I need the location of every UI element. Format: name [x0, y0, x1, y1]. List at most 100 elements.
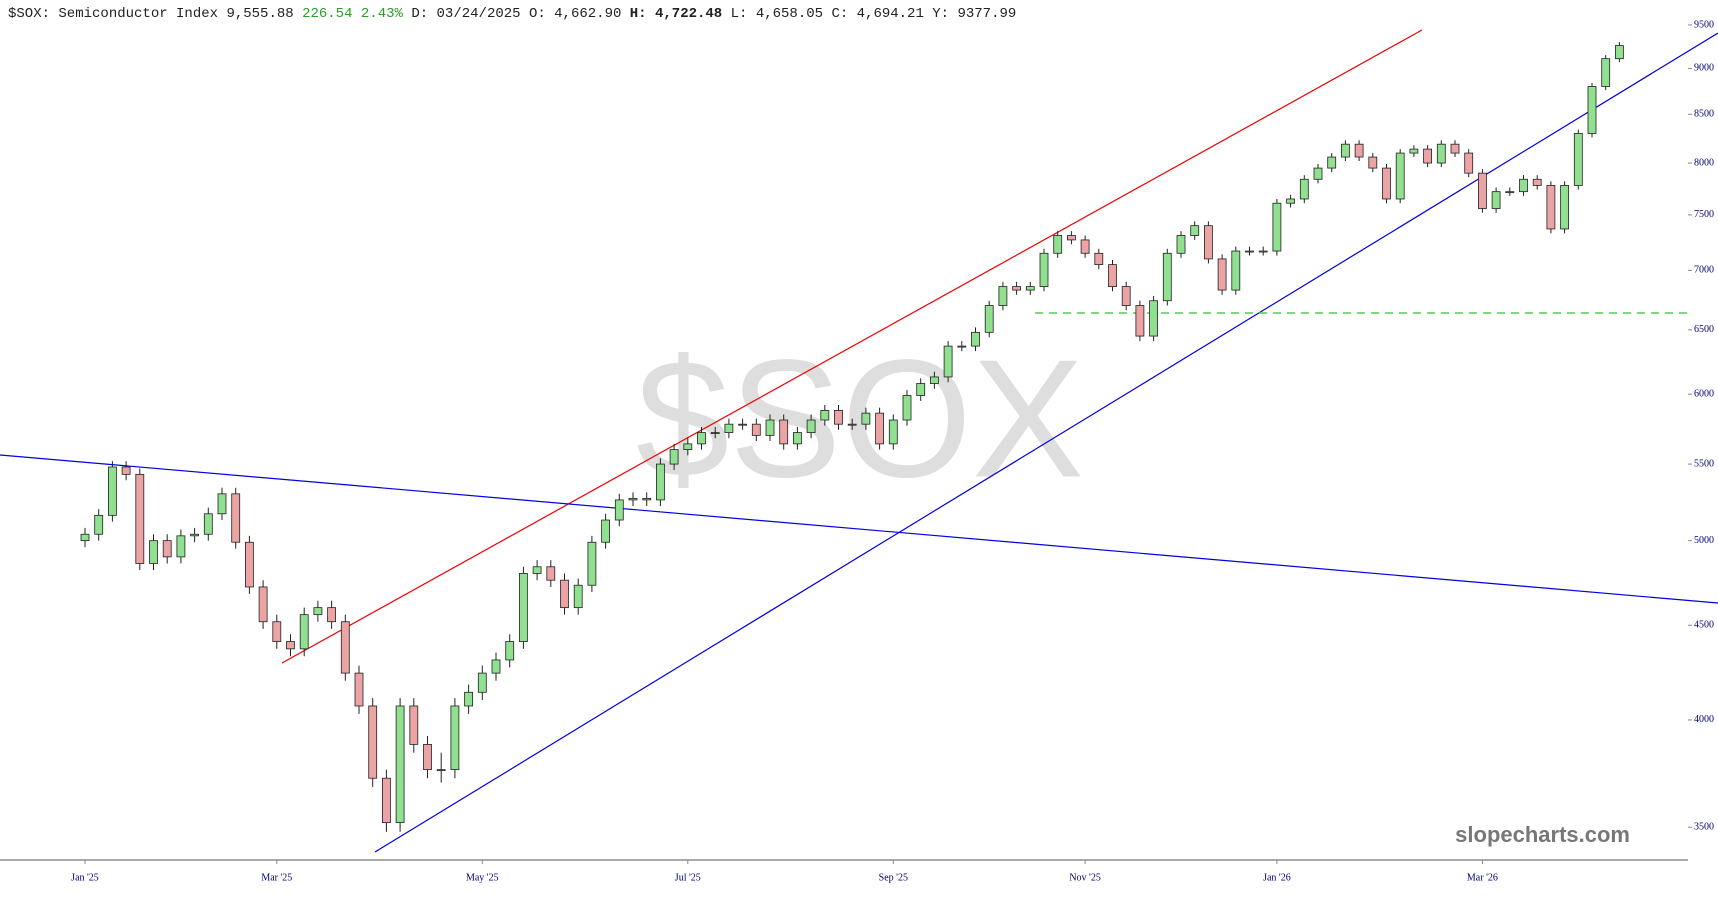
candle-body — [477, 672, 487, 693]
y-tick-label: 3500 — [1694, 822, 1714, 833]
candle-body — [340, 621, 350, 674]
candle-body — [381, 777, 391, 824]
symbol: $SOX: Semiconductor Index — [8, 6, 218, 22]
candle-body — [847, 423, 857, 426]
x-tick-label: Jan '26 — [1263, 872, 1291, 883]
trendline — [281, 29, 1423, 664]
candle-body — [519, 573, 528, 642]
watermark: $SOX — [636, 324, 1084, 512]
candle-body — [1258, 250, 1268, 253]
candle-body — [628, 497, 638, 501]
candle-body — [1532, 178, 1542, 186]
candle-body — [190, 533, 200, 537]
y-tick-label: 7000 — [1694, 265, 1714, 276]
candle-body — [1478, 172, 1487, 209]
candle-body — [1149, 300, 1158, 337]
candle-body — [971, 331, 980, 347]
candle-body — [1012, 286, 1021, 291]
candle-body — [1313, 167, 1323, 180]
candle-body — [642, 497, 652, 501]
source: slopecharts.com — [1455, 822, 1630, 847]
candle-body — [765, 419, 775, 436]
candle-body — [957, 345, 967, 348]
x-tick-label: Mar '25 — [261, 872, 292, 883]
y-tick-label: 4500 — [1694, 620, 1714, 631]
trendline — [0, 454, 1718, 604]
candle-body — [1519, 178, 1528, 193]
header: $SOX: Semiconductor Index 9,555.88 226.5… — [8, 6, 1016, 22]
candle-body — [176, 535, 186, 558]
candle-body — [560, 579, 569, 609]
y-tick-label: 6500 — [1694, 324, 1714, 335]
candle-body — [1053, 235, 1063, 254]
candle-body — [1464, 152, 1474, 174]
candle-body — [1354, 143, 1364, 158]
candle-body — [1450, 143, 1460, 154]
candle-body — [368, 705, 378, 779]
candle-body — [656, 463, 665, 501]
x-tick-label: Sep '25 — [879, 872, 908, 883]
trendline — [374, 32, 1718, 853]
candle-body — [998, 286, 1008, 306]
candle-body — [217, 493, 227, 515]
candle-body — [244, 541, 254, 588]
x-tick-label: Jul '25 — [675, 872, 701, 883]
candle-body — [1587, 86, 1597, 134]
candle-body — [1039, 252, 1049, 287]
x-tick-label: Nov '25 — [1069, 872, 1101, 883]
candle-body — [162, 540, 172, 558]
candle-body — [1135, 305, 1145, 337]
candle-body — [108, 466, 117, 516]
candle-body — [1176, 235, 1186, 254]
candle-body — [697, 432, 706, 445]
x-tick-label: Jan '25 — [71, 872, 99, 883]
candle-body — [573, 584, 583, 609]
candle-body — [614, 499, 624, 521]
y-tick-label: 5500 — [1694, 458, 1714, 469]
y-tick-label: 9000 — [1694, 63, 1714, 74]
candle-body — [1286, 198, 1295, 204]
candle-body — [902, 395, 912, 421]
candle-body — [1341, 143, 1350, 158]
candle-body — [834, 410, 843, 425]
candle-body — [491, 659, 501, 674]
y-tick-label: 5000 — [1694, 535, 1714, 546]
candle-body — [1094, 252, 1104, 266]
y: Y: 9377.99 — [932, 6, 1016, 22]
change: 226.54 — [302, 6, 352, 22]
candle-body — [1423, 148, 1432, 164]
candle-body — [1272, 202, 1282, 252]
candle-body — [1108, 264, 1117, 287]
last: 9,555.88 — [226, 6, 293, 22]
candle-body — [1204, 225, 1213, 260]
candle-body — [1162, 252, 1172, 302]
candle-body — [94, 514, 104, 535]
y-tick-label: 8000 — [1694, 157, 1714, 168]
change-pct: 2.43% — [361, 6, 404, 22]
candle-body — [930, 376, 939, 384]
candle-body — [464, 691, 474, 707]
candle-body — [1067, 235, 1076, 241]
candle-body — [1601, 58, 1611, 87]
y-tick-label: 9500 — [1694, 19, 1714, 30]
candle-body — [436, 769, 446, 772]
candle-body — [1505, 191, 1515, 194]
x-tick-label: Mar '26 — [1467, 872, 1498, 883]
candle-body — [354, 672, 364, 707]
candle-body — [409, 705, 419, 745]
candle-body — [861, 412, 871, 425]
candle-body — [1299, 178, 1309, 200]
candle-body — [313, 607, 323, 616]
candle-body — [1546, 185, 1556, 230]
candle-body — [1025, 286, 1035, 291]
y-tick-label: 7500 — [1694, 209, 1714, 220]
candle-body — [1080, 239, 1090, 254]
candle-body — [888, 419, 898, 445]
candle-body — [1190, 225, 1200, 236]
low: L: 4,658.05 — [731, 6, 823, 22]
candle-body — [1382, 167, 1391, 200]
candle-body — [1573, 133, 1583, 186]
candle-body — [724, 423, 734, 433]
